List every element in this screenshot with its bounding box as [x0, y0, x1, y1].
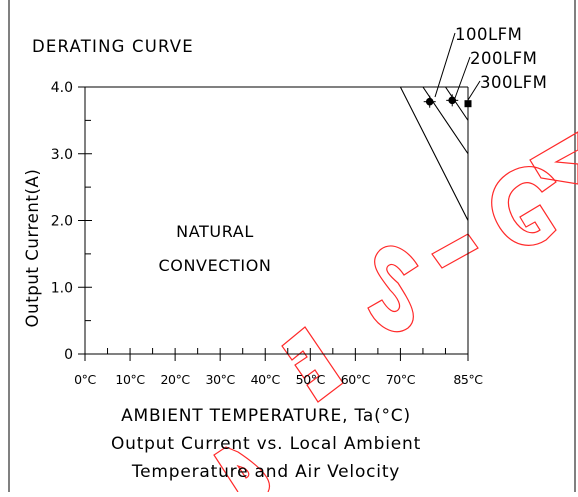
y-tick-label-2: 2.0: [51, 214, 73, 230]
series-layer: [85, 86, 469, 221]
x-tick-label-0: 0°C: [74, 372, 96, 387]
caption-line-1: Output Current vs. Local Ambient: [111, 434, 421, 454]
region-label-convection: CONVECTION: [158, 256, 271, 275]
x-tick-label-8: 85°C: [453, 372, 483, 387]
legend-leader-200lfm: [454, 56, 471, 99]
series-line-100lfm: [85, 86, 469, 155]
marker-layer: [423, 94, 472, 108]
watermark-design: [213, 131, 578, 493]
chart-title: DERATING CURVE: [32, 37, 194, 56]
axes: 0 1.0 2.0 3.0 4.0 0°C 10°C 20°C 30°C 40°C 50°C 60°C…: [51, 80, 484, 387]
region-label-natural: NATURAL: [176, 222, 254, 241]
y-tick-label-1: 1.0: [51, 280, 73, 296]
y-tick-label-3: 3.0: [51, 147, 73, 163]
x-tick-label-4: 40°C: [251, 372, 281, 387]
y-tick-label-0: 0: [64, 347, 73, 363]
legend-leader-100lfm: [434, 32, 456, 98]
x-tick-label-5: 50°C: [296, 372, 326, 387]
legend-label-100lfm: 100LFM: [455, 25, 522, 44]
series-line-natural-convection: [85, 86, 469, 221]
x-tick-label-3: 30°C: [206, 372, 236, 387]
legend-label-200lfm: 200LFM: [470, 49, 537, 68]
x-tick-label-2: 20°C: [160, 372, 190, 387]
legend-label-300lfm: 300LFM: [480, 73, 547, 92]
y-axis-label: Output Current(A): [23, 169, 42, 328]
y-tick-label-4: 4.0: [51, 80, 73, 96]
x-tick-label-6: 60°C: [341, 372, 371, 387]
series-line-200lfm: [85, 86, 469, 121]
x-tick-label-1: 10°C: [115, 372, 145, 387]
legend-leader-300lfm: [467, 80, 481, 101]
x-tick-label-7: 70°C: [386, 372, 416, 387]
legend-layer: 100LFM 200LFM 300LFM: [434, 25, 547, 101]
caption-line-2: Temperature and Air Velocity: [131, 462, 400, 482]
x-axis-label: AMBIENT TEMPERATURE, Ta(°C): [121, 406, 411, 426]
marker-300lfm: [464, 100, 472, 108]
